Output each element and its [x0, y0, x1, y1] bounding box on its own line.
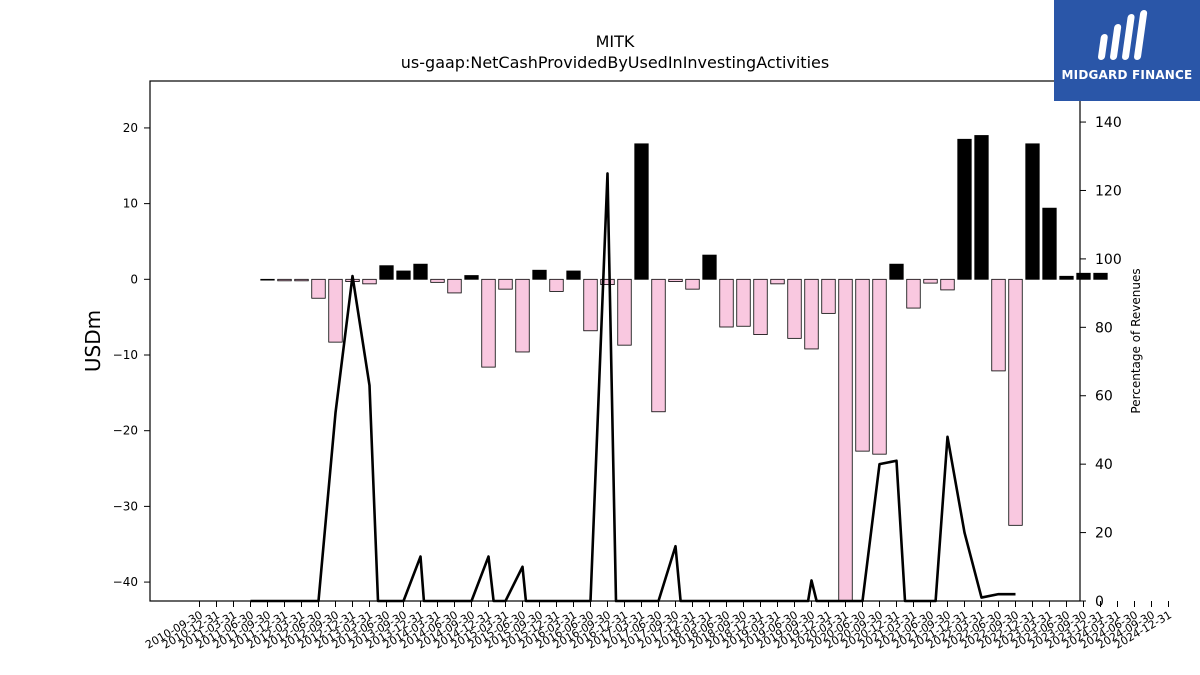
- bar-2022-03-31: [1008, 278, 1023, 526]
- bar-2019-03-31: [804, 278, 819, 350]
- bar-2013-03-31: [396, 270, 411, 280]
- bar-2022-06-30: [1025, 143, 1040, 280]
- bar-2019-12-31: [855, 278, 870, 452]
- y2-tick-label: 140: [1095, 115, 1122, 131]
- brand-logo: MIDGARD FINANCE: [1054, 0, 1200, 101]
- bar-2020-03-31: [872, 278, 887, 455]
- bar-2012-09-30: [362, 278, 377, 285]
- bar-2017-09-30: [702, 254, 717, 280]
- y-tick-label: 10: [123, 197, 138, 211]
- bar-2019-06-30: [821, 278, 836, 314]
- bar-2017-03-31: [668, 278, 683, 282]
- logo-mark-icon: [1098, 10, 1148, 60]
- chart-title: MITK: [595, 32, 635, 51]
- bar-2017-06-30: [685, 278, 700, 290]
- bar-2018-12-31: [787, 278, 802, 339]
- bar-2011-06-30: [277, 278, 292, 282]
- bar-2017-12-31: [719, 278, 734, 328]
- bar-2021-12-31: [991, 278, 1006, 372]
- x-axis: 2010-09-302010-12-312011-03-312011-06-30…: [143, 601, 1174, 652]
- y2-tick-label: 60: [1095, 389, 1113, 405]
- bar-2021-03-31: [940, 278, 955, 291]
- chart-subtitle: us-gaap:NetCashProvidedByUsedInInvesting…: [400, 53, 830, 72]
- y-axis-label: USDm: [81, 310, 105, 372]
- bar-2015-06-30: [549, 278, 564, 292]
- bar-2011-12-31: [311, 278, 326, 299]
- bar-2012-03-31: [328, 278, 343, 343]
- bar-2020-09-30: [906, 278, 921, 309]
- bar-2011-09-30: [294, 278, 309, 282]
- bar-2014-12-31: [515, 278, 530, 353]
- bar-2021-09-30: [974, 135, 989, 280]
- bar-2019-09-30: [838, 278, 853, 602]
- bar-2015-09-30: [566, 270, 581, 280]
- bar-2018-06-30: [753, 278, 768, 335]
- bar-2014-03-31: [464, 275, 479, 280]
- logo-text: MIDGARD FINANCE: [1061, 68, 1193, 82]
- bar-2020-06-30: [889, 263, 904, 280]
- y-tick-label: −10: [113, 348, 138, 362]
- y-axis: 20 10 0 −10 −20 −30 −40: [113, 121, 150, 589]
- bar-2013-12-31: [447, 278, 462, 294]
- bar-2021-06-30: [957, 138, 972, 280]
- y-tick-label: −40: [113, 575, 138, 589]
- y2-tick-label: 100: [1095, 252, 1122, 268]
- bars-layer: [260, 135, 1108, 602]
- bar-2022-12-31: [1059, 275, 1074, 280]
- bar-2016-06-30: [617, 278, 632, 346]
- bar-2012-12-31: [379, 265, 394, 280]
- y-tick-label: −30: [113, 499, 138, 513]
- y2-tick-label: 0: [1095, 594, 1104, 610]
- bar-2023-03-31: [1076, 272, 1091, 280]
- bar-2015-03-31: [532, 269, 547, 280]
- bar-2016-03-31: [600, 278, 615, 286]
- y-tick-label: 20: [123, 121, 138, 135]
- bar-2014-09-30: [498, 278, 513, 290]
- y2-tick-label: 20: [1095, 526, 1113, 542]
- y2-tick-label: 120: [1095, 183, 1122, 199]
- bar-2013-06-30: [413, 263, 428, 280]
- y-tick-label: −20: [113, 424, 138, 438]
- y2-axis: 0 20 40 60 80 100 120 140: [1080, 115, 1122, 610]
- line-layer: [250, 172, 1016, 603]
- plot-frame: [149, 80, 1081, 602]
- y-tick-label: 0: [130, 272, 138, 286]
- bar-2011-03-31: [260, 278, 275, 281]
- revenue-percentage-line: [250, 172, 1016, 603]
- bar-2020-12-31: [923, 278, 938, 284]
- bar-2016-12-31: [651, 278, 666, 413]
- bar-2018-09-30: [770, 278, 785, 285]
- bar-2022-09-30: [1042, 207, 1057, 280]
- bar-2016-09-30: [634, 143, 649, 280]
- bar-2018-03-31: [736, 278, 751, 327]
- bar-2013-09-30: [430, 278, 445, 283]
- bar-2014-06-30: [481, 278, 496, 368]
- y2-tick-label: 80: [1095, 320, 1113, 336]
- bar-2023-06-30: [1093, 272, 1108, 280]
- y2-axis-label: Percentage of Revenues: [1129, 268, 1143, 413]
- y2-tick-label: 40: [1095, 457, 1113, 473]
- bar-2015-12-31: [583, 278, 598, 332]
